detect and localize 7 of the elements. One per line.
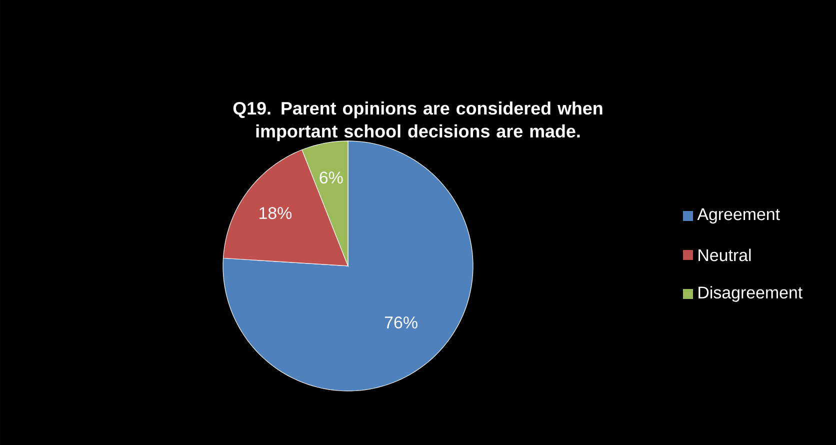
data-label: 18% <box>260 207 292 220</box>
legend-label: Neutral <box>698 248 751 262</box>
data-label: 76% <box>384 316 418 328</box>
legend-label: Disagreement <box>698 286 802 302</box>
data-label: 6% <box>320 172 343 184</box>
chart-title: Q19. Parent opinions are considered when important school decisions are made. <box>233 102 602 142</box>
legend-label: Agreement <box>697 208 780 224</box>
